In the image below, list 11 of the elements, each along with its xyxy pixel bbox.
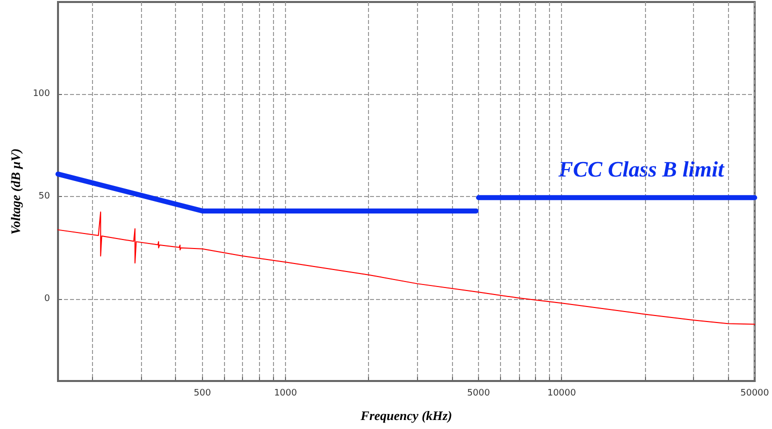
x-axis-title: Frequency (kHz) bbox=[360, 408, 452, 423]
x-tick-label: 5000 bbox=[467, 388, 490, 398]
x-tick-label: 10000 bbox=[547, 388, 576, 398]
x-tick-label: 500 bbox=[194, 388, 212, 398]
y-axis-title: Voltage (dB µV) bbox=[8, 148, 23, 235]
x-tick-label: 1000 bbox=[274, 388, 298, 398]
y-tick-label: 0 bbox=[44, 294, 50, 304]
annotation: FCC Class B limit bbox=[557, 156, 725, 182]
y-tick-label: 50 bbox=[38, 192, 50, 202]
x-tick-label: 50000 bbox=[740, 388, 770, 398]
y-tick-label: 100 bbox=[32, 89, 50, 100]
